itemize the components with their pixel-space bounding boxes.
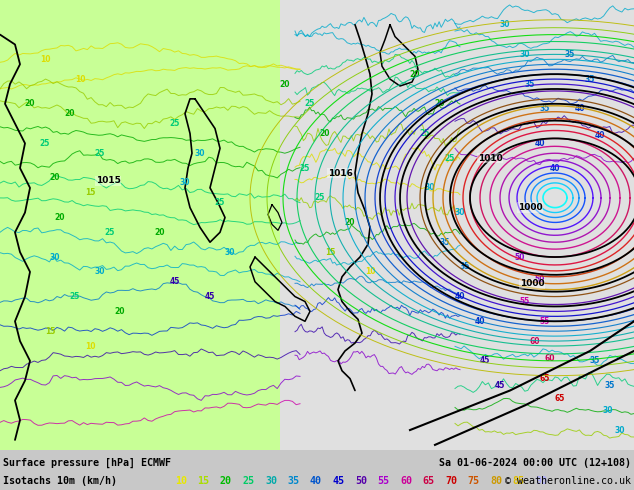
Text: 65: 65 (540, 374, 550, 383)
Text: 30: 30 (603, 406, 613, 415)
Text: 30: 30 (425, 183, 436, 193)
Text: 30: 30 (615, 425, 625, 435)
Text: 25: 25 (420, 129, 430, 138)
Text: 40: 40 (310, 476, 322, 486)
Text: 20: 20 (55, 213, 65, 222)
Text: 35: 35 (605, 381, 615, 390)
Text: 40: 40 (550, 164, 560, 172)
Text: 30: 30 (49, 252, 60, 262)
Text: 35: 35 (287, 476, 299, 486)
Text: 25: 25 (242, 476, 254, 486)
Text: 20: 20 (280, 79, 290, 89)
Text: 45: 45 (170, 277, 180, 286)
Text: 45: 45 (205, 292, 215, 301)
Text: © weatheronline.co.uk: © weatheronline.co.uk (505, 476, 631, 486)
Text: 55: 55 (520, 297, 530, 306)
Text: 45: 45 (332, 476, 344, 486)
Text: 35: 35 (585, 74, 595, 84)
Text: 30: 30 (265, 476, 277, 486)
Text: Sa 01-06-2024 00:00 UTC (12+108): Sa 01-06-2024 00:00 UTC (12+108) (439, 458, 631, 468)
Text: 25: 25 (170, 119, 180, 128)
Text: 30: 30 (455, 208, 465, 217)
Text: 25: 25 (40, 139, 50, 148)
Text: 10: 10 (175, 476, 187, 486)
Text: 25: 25 (315, 193, 325, 202)
Text: 10: 10 (75, 74, 85, 84)
Text: 15: 15 (45, 327, 55, 336)
Text: 70: 70 (445, 476, 457, 486)
Text: 35: 35 (440, 238, 450, 246)
Text: 25: 25 (445, 154, 455, 163)
Text: 20: 20 (410, 70, 420, 79)
Text: 30: 30 (500, 20, 510, 29)
Text: 20: 20 (220, 476, 232, 486)
Text: 1000: 1000 (518, 203, 542, 212)
Text: 20: 20 (49, 173, 60, 182)
Text: 40: 40 (455, 292, 465, 301)
Text: 20: 20 (115, 307, 126, 316)
Text: 1000: 1000 (520, 279, 545, 288)
Text: 60: 60 (400, 476, 412, 486)
Text: 40: 40 (475, 317, 485, 326)
Text: 80: 80 (490, 476, 502, 486)
Text: 15: 15 (325, 247, 335, 257)
Text: 20: 20 (435, 99, 445, 108)
Text: 55: 55 (540, 317, 550, 326)
Text: 60: 60 (545, 354, 555, 364)
Text: 35: 35 (590, 356, 600, 366)
Text: 35: 35 (540, 104, 550, 113)
Text: 35: 35 (565, 50, 575, 59)
Text: 50: 50 (355, 476, 367, 486)
Text: 40: 40 (534, 139, 545, 148)
Text: 30: 30 (94, 268, 105, 276)
Text: Isotachs 10m (km/h): Isotachs 10m (km/h) (3, 476, 117, 486)
Text: 20: 20 (345, 218, 355, 227)
Text: 30: 30 (195, 149, 205, 158)
Text: 10: 10 (365, 268, 375, 276)
Text: 20: 20 (65, 109, 75, 118)
Text: 30: 30 (224, 247, 235, 257)
Text: 15: 15 (198, 476, 209, 486)
Text: 25: 25 (105, 228, 115, 237)
Text: 75: 75 (467, 476, 479, 486)
Text: 90: 90 (535, 476, 547, 486)
Text: 50: 50 (515, 252, 525, 262)
Text: 15: 15 (85, 188, 95, 197)
Text: 25: 25 (70, 292, 80, 301)
Text: Surface pressure [hPa] ECMWF: Surface pressure [hPa] ECMWF (3, 458, 171, 468)
Text: 40: 40 (595, 131, 605, 140)
Text: 30: 30 (520, 50, 530, 59)
Text: 25: 25 (215, 198, 225, 207)
Text: 40: 40 (575, 104, 585, 113)
Text: 35: 35 (460, 263, 470, 271)
Text: 45: 45 (495, 381, 505, 390)
Text: 25: 25 (95, 149, 105, 158)
Text: 30: 30 (180, 178, 190, 187)
Text: 25: 25 (305, 99, 315, 108)
Text: 50: 50 (535, 275, 545, 284)
Text: 25: 25 (300, 164, 310, 172)
Text: 20: 20 (25, 99, 36, 108)
Text: 10: 10 (85, 342, 95, 350)
Text: 55: 55 (377, 476, 389, 486)
Bar (0, 0, 280, 450)
Text: 1016: 1016 (328, 169, 353, 177)
Text: 60: 60 (530, 337, 540, 345)
Text: 45: 45 (480, 356, 490, 366)
Text: 35: 35 (525, 79, 535, 89)
Text: 20: 20 (320, 129, 330, 138)
Text: 10: 10 (40, 55, 50, 64)
Text: 1010: 1010 (477, 154, 502, 163)
Text: 85: 85 (512, 476, 524, 486)
Text: 65: 65 (422, 476, 434, 486)
Text: 1015: 1015 (96, 176, 120, 185)
Text: 20: 20 (155, 228, 165, 237)
Text: 65: 65 (555, 394, 565, 403)
